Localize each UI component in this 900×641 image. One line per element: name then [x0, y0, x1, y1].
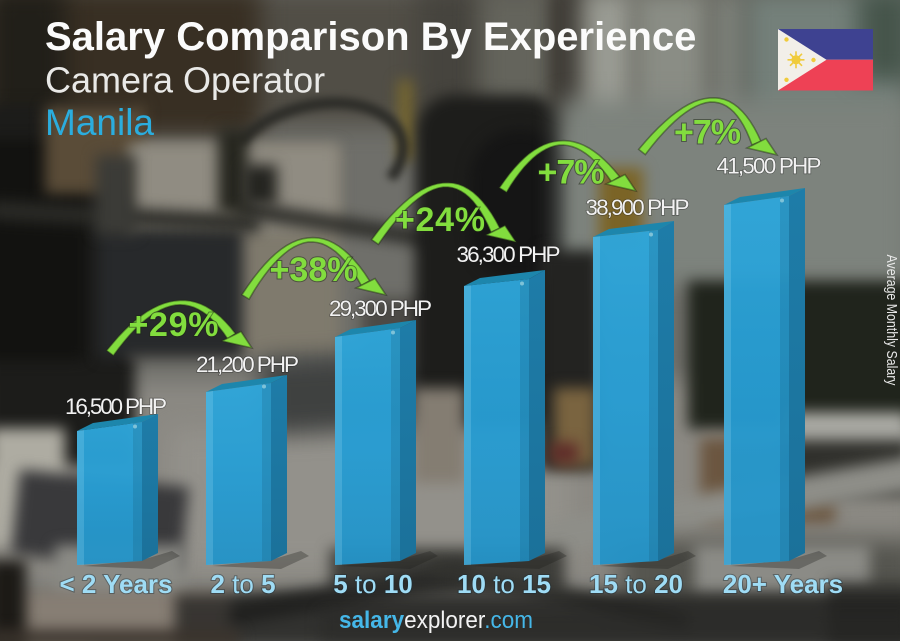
svg-text:+7%: +7% — [674, 114, 741, 152]
svg-text:21,200 PHP: 21,200 PHP — [196, 352, 299, 377]
svg-text:29,300 PHP: 29,300 PHP — [329, 296, 432, 321]
svg-text:Salary Comparison By Experienc: Salary Comparison By Experience — [45, 15, 696, 59]
svg-text:20+ Years: 20+ Years — [723, 569, 843, 599]
svg-text:Manila: Manila — [45, 102, 154, 143]
svg-text:salaryexplorer.com: salaryexplorer.com — [339, 607, 533, 634]
svg-text:< 2 Years: < 2 Years — [59, 569, 172, 599]
svg-text:+29%: +29% — [129, 306, 219, 344]
svg-text:Camera Operator: Camera Operator — [45, 60, 325, 101]
svg-text:+38%: +38% — [270, 251, 358, 289]
svg-text:+7%: +7% — [538, 154, 605, 192]
svg-text:16,500 PHP: 16,500 PHP — [65, 394, 167, 419]
svg-text:41,500 PHP: 41,500 PHP — [717, 154, 822, 179]
svg-text:15 to 20: 15 to 20 — [589, 569, 683, 599]
svg-text:5 to 10: 5 to 10 — [333, 569, 413, 599]
svg-text:+24%: +24% — [395, 201, 485, 239]
svg-text:Average Monthly Salary: Average Monthly Salary — [883, 255, 899, 387]
svg-text:36,300 PHP: 36,300 PHP — [457, 242, 561, 267]
svg-text:10 to 15: 10 to 15 — [457, 569, 551, 599]
svg-text:38,900 PHP: 38,900 PHP — [586, 195, 690, 220]
svg-text:2 to 5: 2 to 5 — [210, 569, 275, 599]
